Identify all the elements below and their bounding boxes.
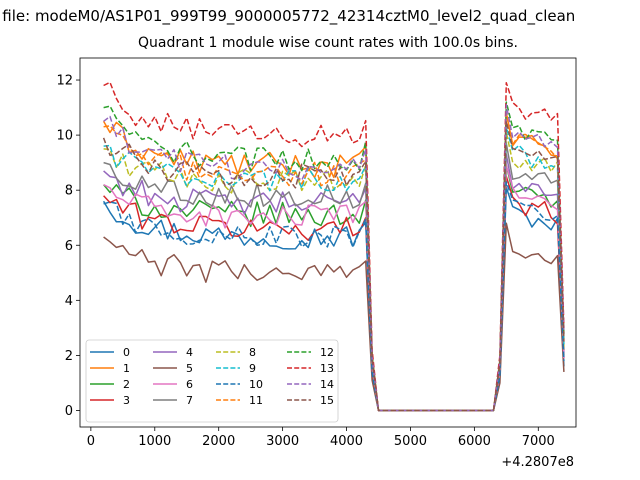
y-tick-label: 10 bbox=[56, 129, 73, 144]
x-tick-label: 6000 bbox=[458, 434, 491, 449]
legend-label-10: 10 bbox=[249, 378, 263, 391]
legend-label-15: 15 bbox=[320, 394, 334, 407]
y-tick-label: 2 bbox=[65, 349, 73, 364]
legend-label-8: 8 bbox=[249, 346, 256, 359]
legend-label-11: 11 bbox=[249, 394, 263, 407]
series-line-10 bbox=[103, 181, 565, 412]
y-tick-label: 8 bbox=[65, 184, 73, 199]
legend-label-12: 12 bbox=[320, 346, 334, 359]
plot-lines bbox=[102, 81, 565, 412]
x-tick-label: 7000 bbox=[522, 434, 555, 449]
series-line-5 bbox=[103, 222, 565, 412]
legend-label-6: 6 bbox=[186, 378, 193, 391]
legend-label-0: 0 bbox=[123, 346, 130, 359]
legend-box bbox=[85, 339, 339, 423]
legend-label-14: 14 bbox=[320, 378, 334, 391]
x-tick-label: 2000 bbox=[202, 434, 235, 449]
y-tick-label: 4 bbox=[65, 294, 73, 309]
x-tick-label: 1000 bbox=[138, 434, 171, 449]
x-axis: 0 1000 2000 3000 4000 5000 6000 7000 bbox=[87, 427, 555, 449]
legend-label-13: 13 bbox=[320, 362, 334, 375]
series-line-8 bbox=[103, 131, 565, 412]
legend-label-9: 9 bbox=[249, 362, 256, 375]
y-tick-label: 0 bbox=[65, 404, 73, 419]
figure-suptitle: n file: modeM0/AS1P01_999T99_9000005772_… bbox=[0, 7, 576, 25]
x-tick-label: 3000 bbox=[266, 434, 299, 449]
series-line-15 bbox=[102, 120, 565, 412]
legend-label-2: 2 bbox=[123, 378, 130, 391]
legend-label-5: 5 bbox=[186, 362, 193, 375]
y-axis: 0 2 4 6 8 10 12 bbox=[56, 74, 80, 419]
axes-frame bbox=[79, 57, 577, 428]
y-tick-label: 12 bbox=[56, 74, 73, 89]
y-tick-label: 6 bbox=[65, 239, 73, 254]
legend-label-7: 7 bbox=[186, 394, 193, 407]
x-offset-label: +4.2807e8 bbox=[501, 455, 574, 470]
x-tick-label: 0 bbox=[87, 434, 95, 449]
chart-title: Quadrant 1 module wise count rates with … bbox=[138, 35, 518, 51]
legend-label-3: 3 bbox=[123, 394, 130, 407]
legend-label-4: 4 bbox=[186, 346, 193, 359]
x-tick-label: 5000 bbox=[394, 434, 427, 449]
x-tick-label: 4000 bbox=[330, 434, 363, 449]
legend-label-1: 1 bbox=[123, 362, 130, 375]
